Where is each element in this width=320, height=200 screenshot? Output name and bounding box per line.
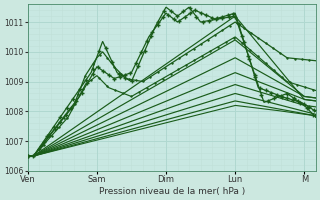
X-axis label: Pression niveau de la mer( hPa ): Pression niveau de la mer( hPa ) (99, 187, 245, 196)
